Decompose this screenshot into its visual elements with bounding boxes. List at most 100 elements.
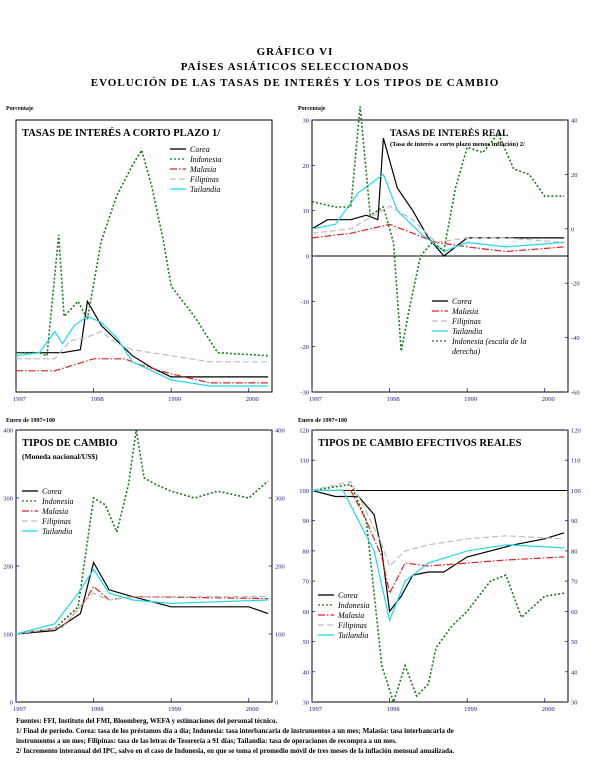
chart2-xtick-1998: 1998 [387,396,400,403]
chart3-ytick-right-200: 200 [275,564,285,571]
chart1-xtick-1998: 1998 [91,396,104,403]
chart4-legend-filipinas: Filipinas [337,621,367,630]
chart1-xtick-1997: 1997 [13,396,27,403]
chart4-ytick-right-50: 50 [571,639,578,646]
unit-bottom-left: Enero de 1997=100 [6,418,55,424]
chart2-ytick-left--20: -20 [300,344,309,351]
chart1-series-indonesia [16,148,269,357]
chart4-ytick-right-90: 90 [571,518,578,525]
chart3-legend-indonesia: Indonesia [41,497,74,506]
footnote-sources: Fuentes: FFI, Instituto del FMI, Bloombe… [16,717,278,725]
chart4-series-indonesia [311,483,565,705]
footnotes: Fuentes: FFI, Instituto del FMI, Bloombe… [16,716,586,756]
chart3-ytick-right-0: 0 [275,700,278,707]
chart4-xtick-1999: 1999 [464,706,477,713]
chart1-legend-indonesia: Indonesia [189,155,222,164]
chart2-ytick-left-20: 20 [303,163,310,170]
footnote-1b: instrumentos a un mes; Filipinas: tasa d… [16,737,397,745]
chart3-legend-malasia: Malasia [41,507,68,516]
chart3-ytick-left-0: 0 [10,700,13,707]
chart4-ytick-right-70: 70 [571,579,578,586]
chart4-ytick-right-40: 40 [571,669,578,676]
chart2-ytick-right--20: -20 [571,281,580,288]
chart3-xtick-1997: 1997 [13,706,27,713]
chart2-legend-indonesia-cont: derecha) [452,347,480,356]
chart4-xtick-2000: 2000 [542,706,555,713]
footnote-2: 2/ Incremento interanual del IPC, salvo … [16,747,455,755]
chart3-ytick-left-100: 100 [3,632,13,639]
chart2-series-malasia [311,223,565,253]
chart2-ytick-left-30: 30 [303,118,310,125]
chart2-ytick-right--60: -60 [571,390,580,397]
unit-top-left: Porcentaje [6,106,34,112]
chart1-series-corea [16,299,269,378]
chart3-ytick-left-200: 200 [3,564,13,571]
chart4-xtick-1998: 1998 [387,706,400,713]
figure-number: GRÁFICO VI [256,46,334,58]
chart4-ytick-left-100: 100 [299,488,309,495]
chart3-xtick-2000: 2000 [246,706,259,713]
chart4-series-malasia [312,489,565,595]
figure-title: EVOLUCIÓN DE LAS TASAS DE INTERÉS Y LOS … [90,77,500,89]
chart3-series-malasia [15,585,269,635]
chart2-xtick-1997: 1997 [309,396,323,403]
chart2-ytick-left--10: -10 [300,299,309,306]
chart4-legend-corea: Corea [338,591,358,600]
chart2-legend-corea: Corea [452,297,472,306]
chart4-ytick-right-30: 30 [571,700,578,707]
chart4-ytick-left-120: 120 [299,428,309,435]
chart2-ytick-right-20: 20 [571,172,578,179]
chart4-ytick-left-80: 80 [303,548,310,555]
chart2-ytick-right-40: 40 [571,118,578,125]
chart2-title: TASAS DE INTERÉS REAL [390,127,508,139]
chart1-legend-tailandia: Tailandia [190,185,220,194]
chart4-xtick-1997: 1997 [309,706,323,713]
chart4-ytick-right-120: 120 [571,428,581,435]
chart3-legend-filipinas: Filipinas [41,517,71,526]
chart2-legend-tailandia: Tailandia [452,327,482,336]
chart1-legend-filipinas: Filipinas [189,175,219,184]
chart3-ytick-right-400: 400 [275,428,285,435]
chart3-ytick-left-300: 300 [3,496,13,503]
figure-subject: PAÍSES ASIÁTICOS SELECCIONADOS [180,61,410,73]
chart3-legend-tailandia: Tailandia [42,527,72,536]
footnote-1a: 1/ Final de período. Corea: tasa de los … [16,727,454,735]
chart4-frame [311,429,569,703]
chart4-series-tailandia [312,489,565,623]
chart4-ytick-right-110: 110 [571,458,581,465]
chart2-legend-malasia: Malasia [451,307,478,316]
chart4-ytick-right-80: 80 [571,548,578,555]
chart1-xtick-1999: 1999 [168,396,181,403]
chart3-frame [15,429,273,703]
chart2-series-indonesia-escala-de-la-derecha [311,106,565,352]
chart2-series-corea [311,137,565,257]
chart3-ytick-right-300: 300 [275,496,285,503]
chart2-subtitle: (Tasa de interés a corto plazo menos inf… [390,141,525,148]
chart1-frame [15,119,273,393]
unit-top-right: Porcentaje [298,106,326,112]
chart1-series-malasia [16,358,269,384]
chart1-series-filipinas [16,330,269,363]
chart4-ytick-left-70: 70 [303,579,310,586]
chart4-series-filipinas [311,480,565,568]
chart4-ytick-left-40: 40 [303,669,310,676]
chart3-series-filipinas [15,592,269,635]
chart2-ytick-right-0: 0 [571,226,574,233]
chart2-ytick-left-0: 0 [306,254,309,261]
chart4-ytick-left-60: 60 [303,609,310,616]
chart3-series-tailandia [15,568,269,635]
chart2-legend-indonesia-escala-de-la-derecha: Indonesia (escala de la [451,337,526,346]
chart2-ytick-right--40: -40 [571,335,580,342]
chart4-legend-tailandia: Tailandia [338,631,368,640]
chart3-legend-corea: Corea [42,487,62,496]
chart2-xtick-2000: 2000 [542,396,555,403]
chart3-xtick-1999: 1999 [168,706,181,713]
chart1-xtick-2000: 2000 [246,396,259,403]
chart4-title: TIPOS DE CAMBIO EFECTIVOS REALES [318,438,522,449]
chart3-ytick-left-400: 400 [3,428,13,435]
chart3-title: TIPOS DE CAMBIO [22,438,118,449]
chart3-subtitle: (Moneda nacional/US$) [22,452,98,461]
chart2-xtick-1999: 1999 [464,396,477,403]
chart2-legend-filipinas: Filipinas [451,317,481,326]
chart4-legend-malasia: Malasia [337,611,364,620]
